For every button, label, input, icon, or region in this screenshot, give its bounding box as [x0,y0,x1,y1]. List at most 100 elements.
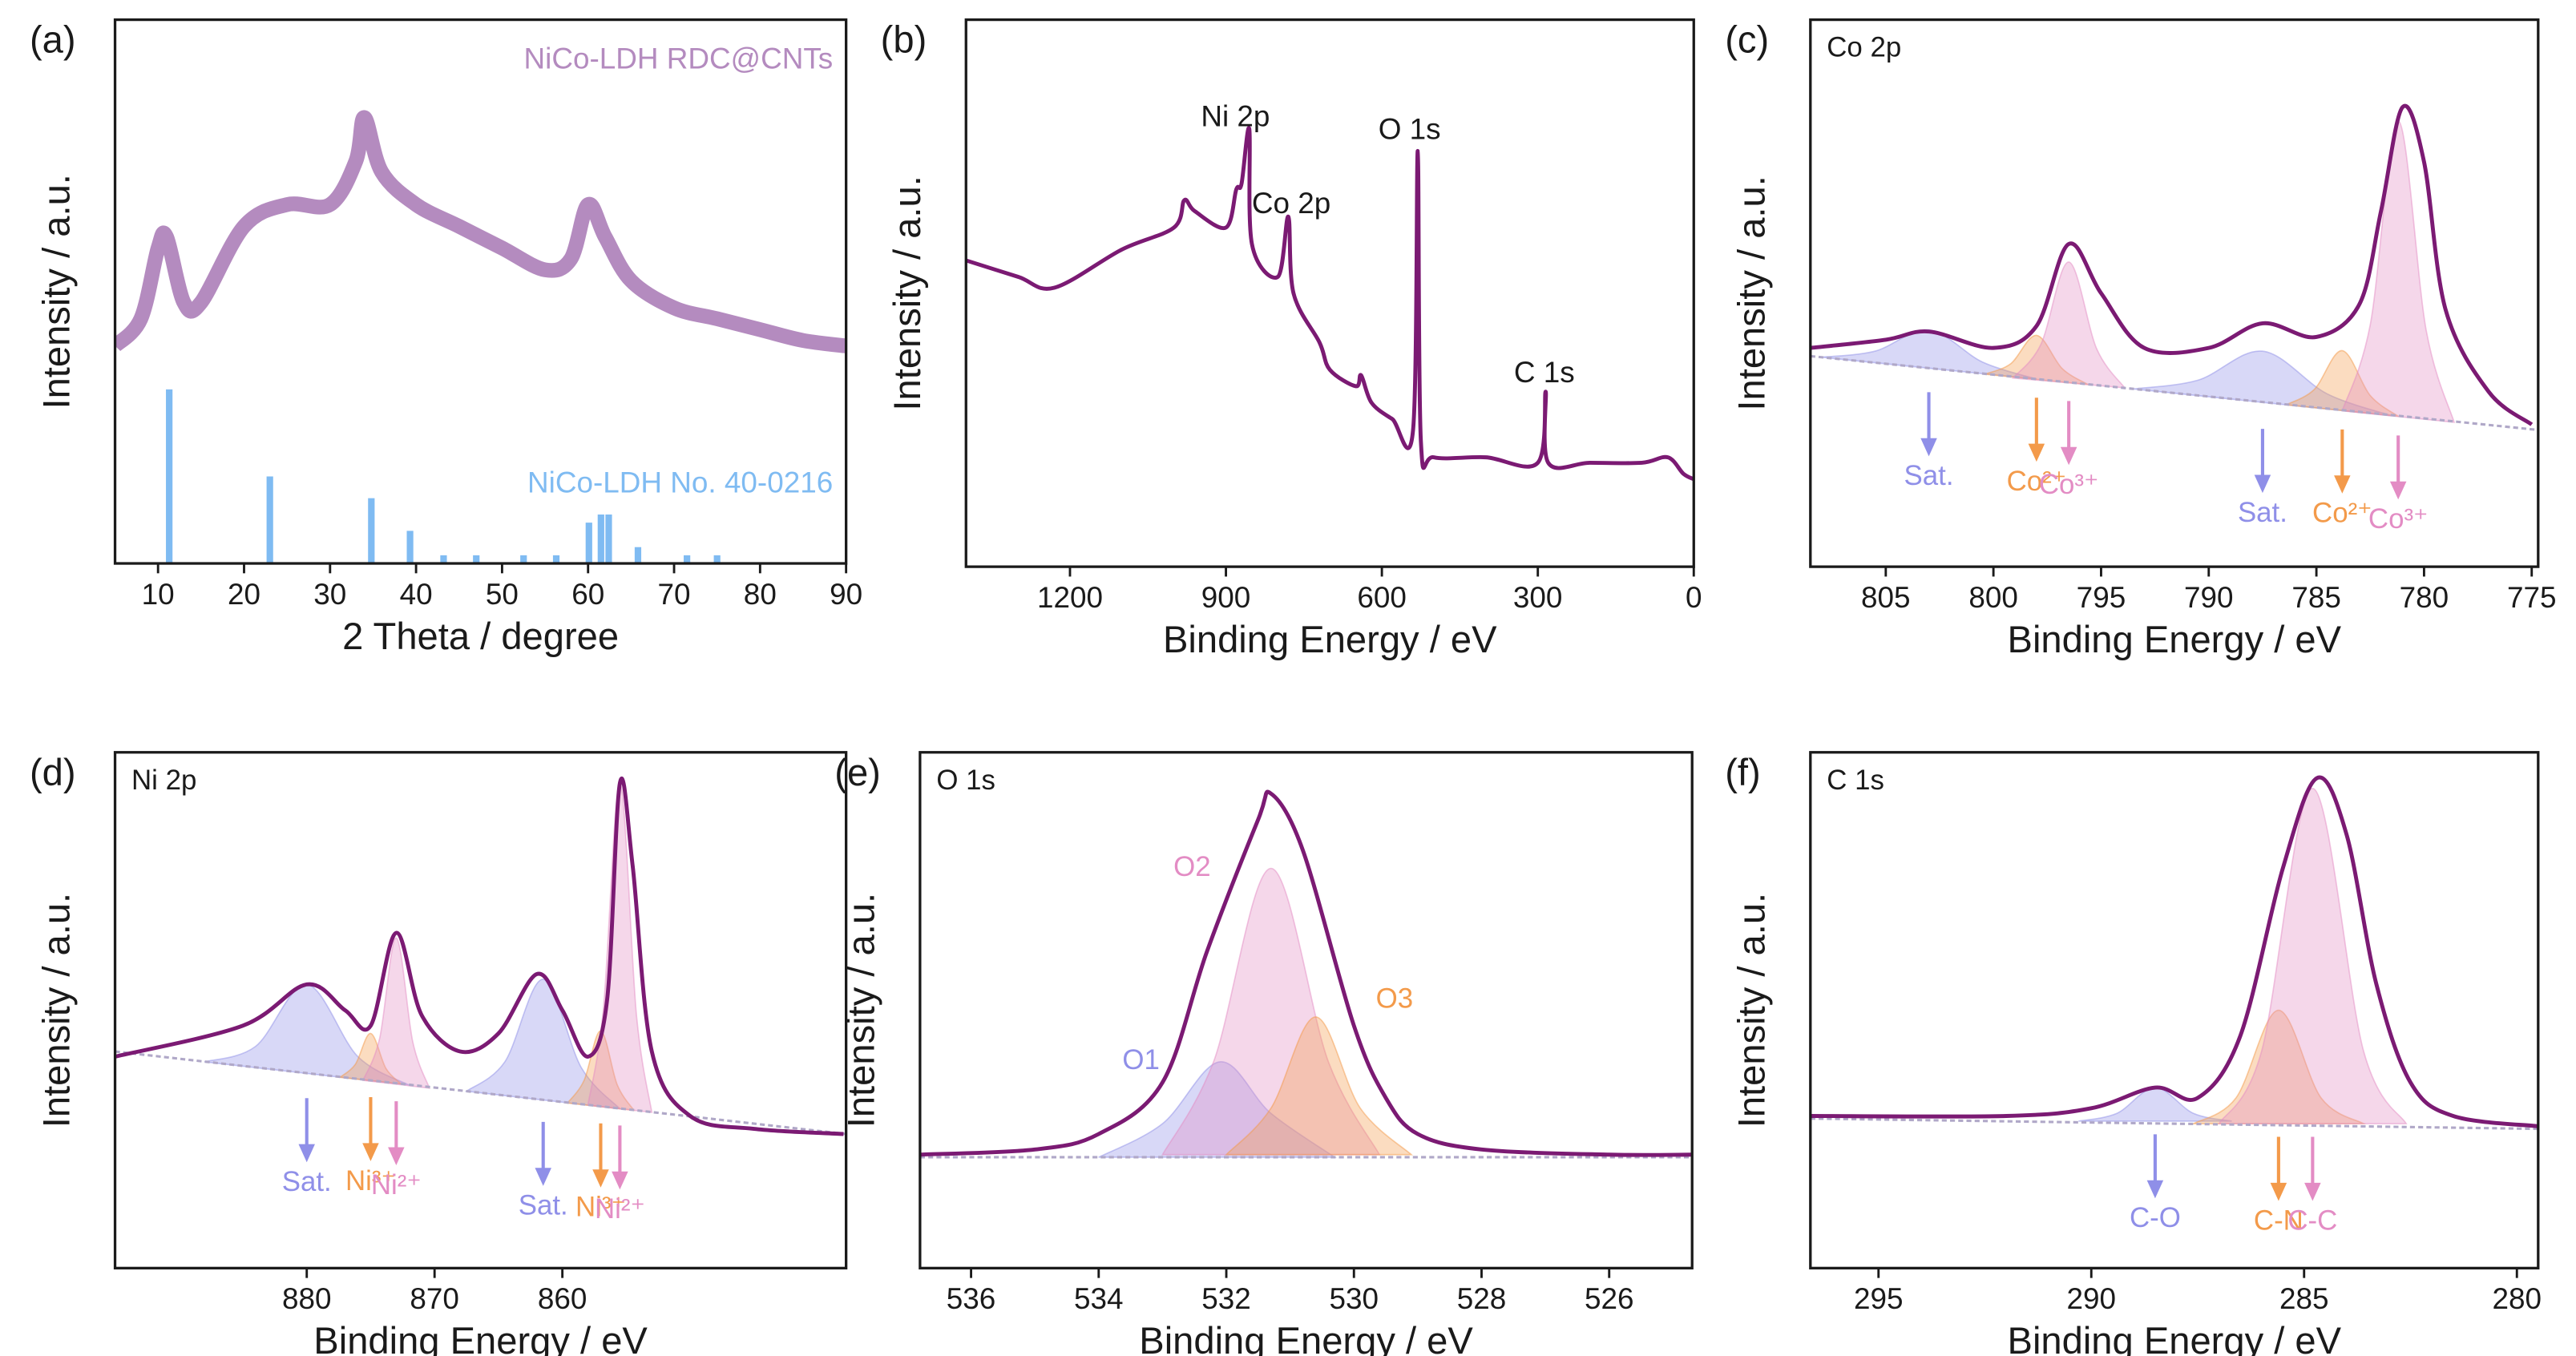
panel-label: (d) [30,751,76,793]
arrow-head [362,1143,379,1161]
component-label: Co³⁺ [2368,503,2429,535]
x-axis-label: 2 Theta / degree [342,615,619,657]
series-label: NiCo-LDH No. 40-0216 [527,466,833,498]
y-axis-label: Intensity / a.u. [1730,893,1773,1128]
arrow-head [535,1168,551,1186]
arrow-head [2060,446,2077,466]
component-label: O1 [1122,1044,1159,1076]
component-label: C-C [2287,1205,2337,1236]
plot-frame [113,751,848,1269]
arrow-head [612,1171,628,1190]
panel-label: (c) [1725,18,1769,61]
x-tick-label: 530 [1329,1282,1379,1315]
x-tick-label: 600 [1357,581,1407,614]
x-tick-label: 285 [2279,1282,2329,1315]
y-axis-label: Intensity / a.u. [886,176,928,410]
panel-title: O 1s [936,765,995,796]
component-label: Sat. [1904,460,1954,491]
x-axis-label: Binding Energy / eV [1139,1319,1473,1356]
component-label: Co²⁺ [2312,498,2372,529]
x-tick-label: 40 [400,578,433,611]
x-axis-label: Binding Energy / eV [1163,618,1497,660]
component-label: C-N [2254,1205,2303,1236]
panel: C-O C-NC-C 295 290 285 280 Binding Energy / eV… [1725,751,2542,1356]
plot-frame [964,18,1695,568]
data-line [115,110,846,353]
arrow-head [2270,1182,2287,1201]
x-tick-label: 20 [228,578,260,611]
arrow-head [1920,438,1937,457]
component-label: Sat. [282,1166,332,1197]
x-tick-label: 532 [1201,1282,1251,1315]
x-tick-label: 790 [2184,581,2234,614]
x-tick-label: 30 [313,578,346,611]
component-peak [2283,349,2401,418]
plot-frame [919,751,1694,1269]
arrow-head [2146,1180,2164,1199]
component-label: Sat. [519,1190,568,1221]
plot-frame [1809,18,2540,568]
plot-area [1810,103,2538,432]
y-axis-label: Intensity / a.u. [1730,176,1773,410]
data-line [966,126,1694,482]
x-tick-label: 805 [1861,581,1911,614]
x-tick-label: 536 [947,1282,996,1315]
component-peak [2011,261,2126,389]
panel-label: (a) [30,18,76,61]
plot-area [115,776,846,1136]
peak-annotation: Ni 2p [1201,99,1270,132]
data-line [1810,1117,2538,1131]
panel: 10 20 30 40 50 60 70 80 90 2 Theta / degree Intens… [30,18,862,657]
component-label: Sat. [2238,497,2287,528]
component-label: Ni²⁺ [595,1193,645,1225]
plot-frame [113,18,848,565]
arrow-head [2254,474,2271,494]
component-peak [1098,1061,1338,1158]
component-peak [1161,867,1381,1156]
x-tick-label: 795 [2077,581,2126,614]
component-label: O3 [1376,983,1413,1015]
component-peak [2133,350,2392,417]
x-tick-label: 280 [2492,1282,2542,1315]
plot-area [919,789,1693,1159]
panel: Sat. Co²⁺Co³⁺Sat. Co²⁺Co³⁺805 800 795 790 785 7… [1725,18,2556,660]
arrow-head [592,1169,609,1188]
component-peak [587,782,653,1113]
data-line [1810,103,2534,426]
data-line [1810,354,2538,432]
x-axis-label: Binding Energy / eV [313,1319,648,1356]
component-label: Ni³⁺ [345,1165,396,1197]
component-label: Co³⁺ [2039,469,2099,500]
x-tick-label: 526 [1585,1282,1634,1315]
x-tick-label: 90 [830,578,862,611]
component-label: Ni²⁺ [371,1169,422,1201]
component-peak [2190,1009,2367,1124]
component-label: Co²⁺ [2007,466,2067,497]
peak-annotation: C 1s [1514,356,1575,389]
x-axis-label: Binding Energy / eV [2008,618,2342,660]
arrow-head [298,1144,315,1163]
x-tick-label: 880 [282,1282,332,1315]
x-tick-label: 10 [142,578,175,611]
x-tick-label: 1200 [1037,581,1103,614]
series-label: NiCo-LDH RDC@CNTs [524,42,834,75]
panel-title: Ni 2p [131,765,196,796]
panel-title: Co 2p [1827,32,1901,63]
panel-label: (e) [834,751,881,793]
component-label: Ni³⁺ [575,1192,626,1223]
component-peak [2218,787,2408,1124]
component-peak [361,937,431,1089]
arrow-head [2028,443,2045,462]
x-tick-label: 50 [486,578,519,611]
arrow-head [2334,475,2351,494]
arrow-head [2304,1182,2321,1201]
x-tick-label: 870 [410,1282,459,1315]
panel-label: (b) [881,18,927,61]
plot-area [966,126,1694,482]
component-peak [1225,1016,1414,1156]
peak-annotation: Co 2p [1252,187,1330,220]
component-peak [464,979,622,1110]
data-line [115,776,844,1136]
peak-annotation: O 1s [1379,113,1441,146]
